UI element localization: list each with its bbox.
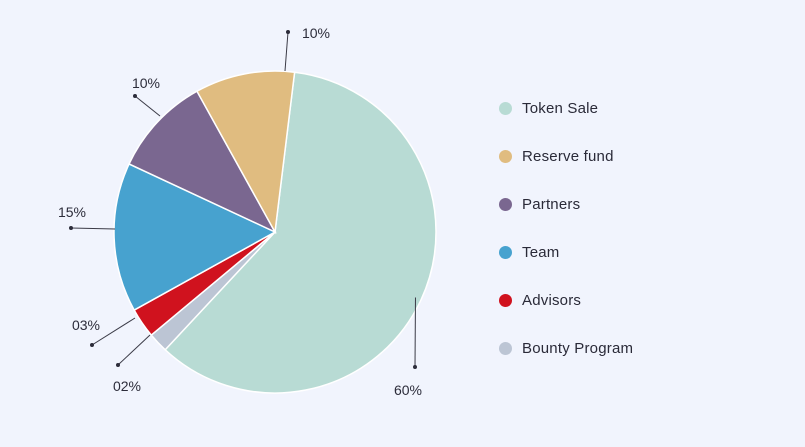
callout-dot [90, 343, 94, 347]
pie-slice-token-sale [164, 71, 437, 394]
pie-slice-reserve-fund [195, 70, 296, 235]
pie-slice-team [113, 162, 277, 312]
callout-line [117, 334, 151, 366]
legend-swatch [499, 149, 512, 163]
slice-percent-label: 60% [394, 382, 422, 398]
callout-line [91, 317, 136, 346]
callout-dot [413, 365, 417, 369]
legend-item-team: Team [499, 240, 633, 264]
legend-label: Bounty Program [522, 339, 634, 357]
callout-line [70, 227, 116, 230]
callout-dot [69, 226, 73, 230]
legend-swatch [499, 341, 512, 355]
legend-label: Partners [522, 195, 581, 213]
legend-swatch [499, 197, 512, 211]
legend-label: Team [522, 243, 560, 261]
slice-percent-label: 02% [113, 378, 141, 394]
chart-legend: Token Sale Reserve fund Partners Team Ad… [499, 96, 633, 360]
slice-percent-label: 15% [58, 204, 86, 220]
callout-line [284, 31, 289, 72]
legend-item-token-sale: Token Sale [499, 96, 633, 120]
legend-swatch [499, 101, 512, 115]
pie-slice-partners [128, 90, 277, 234]
slice-percent-label: 03% [72, 317, 100, 333]
callout-dot [133, 94, 137, 98]
slice-percent-label: 10% [302, 25, 330, 41]
legend-item-partners: Partners [499, 192, 633, 216]
legend-label: Advisors [522, 291, 582, 309]
legend-label: Token Sale [522, 99, 599, 117]
legend-item-bounty-program: Bounty Program [499, 336, 633, 360]
legend-swatch [499, 245, 512, 259]
legend-label: Reserve fund [522, 147, 614, 165]
callout-dot [116, 363, 120, 367]
slice-percent-label: 10% [132, 75, 160, 91]
callout-line [134, 95, 161, 117]
legend-swatch [499, 293, 512, 307]
callout-dot [286, 30, 290, 34]
legend-item-reserve-fund: Reserve fund [499, 144, 633, 168]
legend-item-advisors: Advisors [499, 288, 633, 312]
